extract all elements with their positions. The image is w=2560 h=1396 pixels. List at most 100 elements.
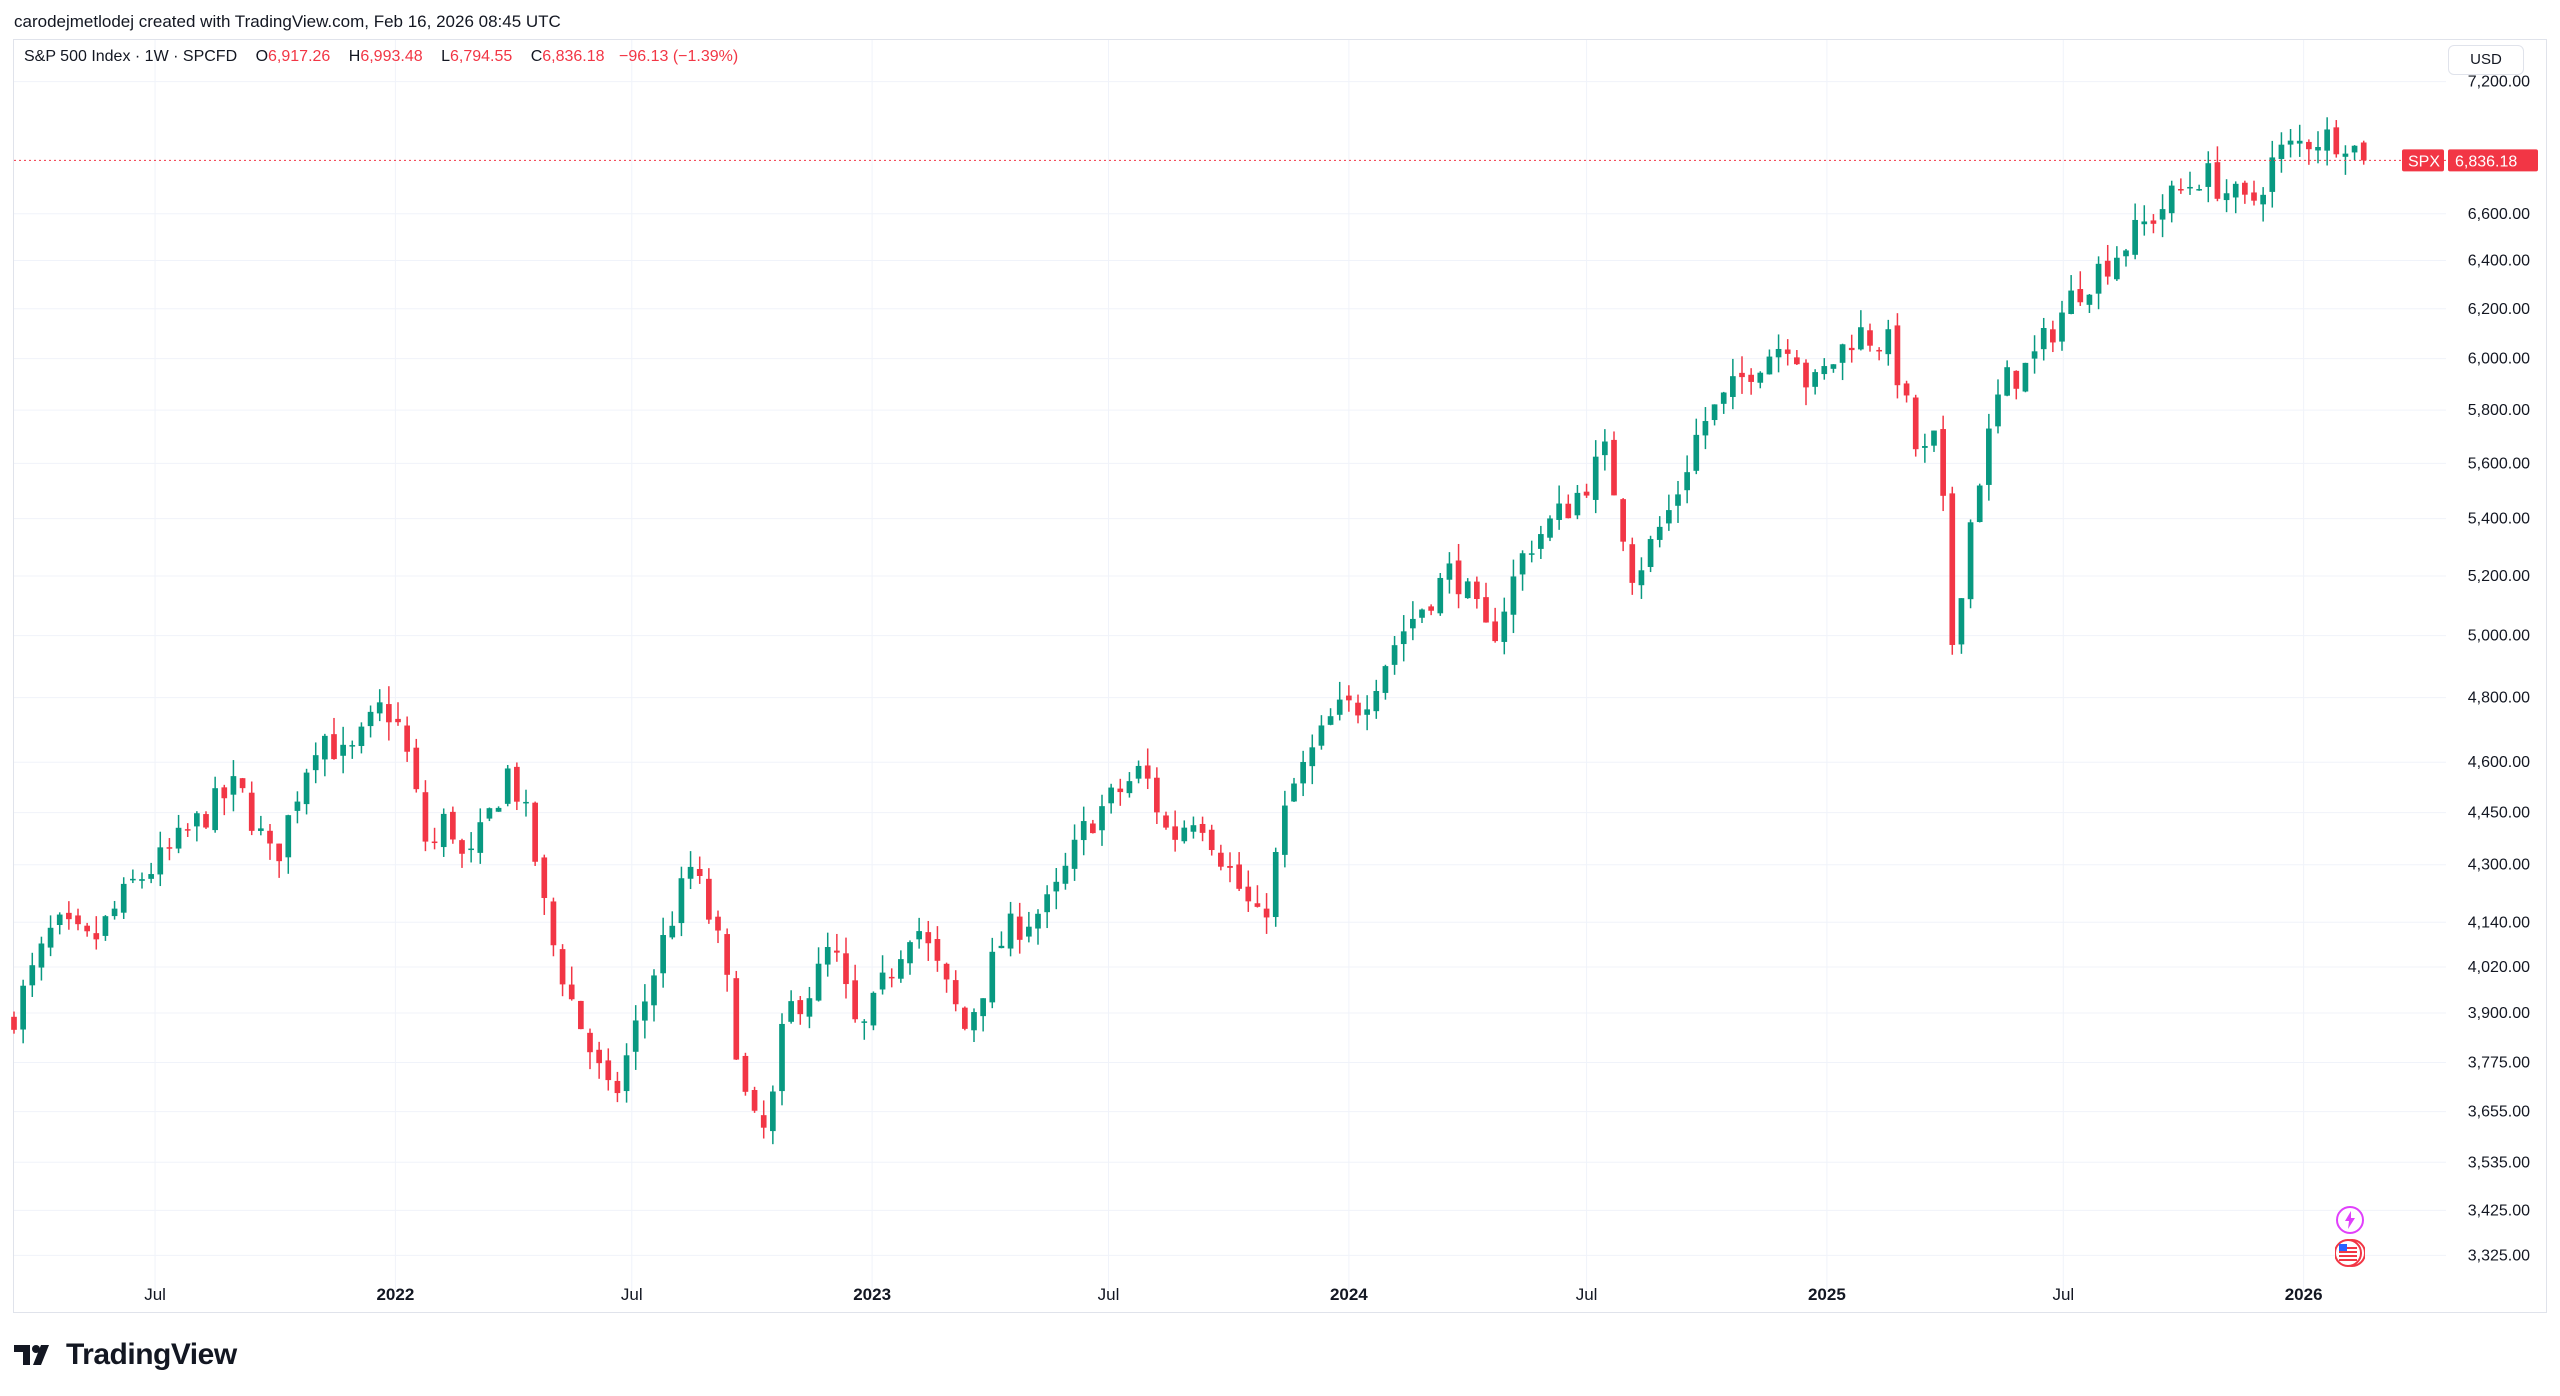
candle-body xyxy=(1556,503,1562,520)
candle-body xyxy=(459,840,465,854)
candle-body xyxy=(1592,456,1599,500)
candle-body xyxy=(1830,364,1837,369)
candle xyxy=(660,917,666,988)
candle-body xyxy=(285,815,292,858)
candle-body xyxy=(1931,430,1937,446)
candle xyxy=(1419,608,1425,623)
candle-body xyxy=(934,939,941,961)
candle xyxy=(779,1013,785,1106)
symbol-description[interactable]: S&P 500 Index · 1W · SPCFD xyxy=(24,48,238,65)
candle-body xyxy=(1144,765,1151,779)
candle xyxy=(1373,679,1380,719)
currency-button[interactable]: USD xyxy=(2448,45,2524,75)
candle-body xyxy=(1135,765,1142,779)
candle-body xyxy=(1044,894,1050,913)
candle-body xyxy=(724,934,730,975)
candle xyxy=(1711,404,1718,426)
candle-body xyxy=(952,980,959,1005)
time-axis-label: 2025 xyxy=(1808,1285,1846,1304)
candle-body xyxy=(1474,581,1480,600)
candle-body xyxy=(1501,611,1508,642)
candle-body xyxy=(1702,421,1709,436)
candle xyxy=(1538,525,1544,559)
tradingview-logo-icon xyxy=(14,1345,49,1365)
candle-body xyxy=(2351,145,2358,153)
candle xyxy=(888,968,895,988)
candle-body xyxy=(1080,821,1087,841)
candle xyxy=(596,1041,602,1079)
candle-body xyxy=(102,916,109,936)
candle-body xyxy=(2242,182,2248,195)
candle xyxy=(1757,371,1764,389)
candle-body xyxy=(2114,257,2120,280)
candle-body xyxy=(962,1007,968,1029)
candle-body xyxy=(797,1000,804,1015)
candle-body xyxy=(2324,129,2330,151)
candle xyxy=(1830,364,1837,373)
candle-body xyxy=(1876,349,1882,352)
time-axis-label: Jul xyxy=(2052,1285,2074,1304)
candle-body xyxy=(2031,351,2038,359)
candle-body xyxy=(1272,852,1279,918)
candle xyxy=(1848,334,1855,363)
candle xyxy=(1775,334,1782,373)
candle xyxy=(1501,597,1508,655)
candle xyxy=(230,760,237,812)
candle xyxy=(1794,350,1800,366)
candle-body xyxy=(678,878,685,924)
candle-body xyxy=(596,1049,602,1064)
candle-body xyxy=(2022,362,2029,392)
candle xyxy=(2324,117,2330,166)
candle xyxy=(806,986,813,1029)
candle xyxy=(1483,582,1489,623)
candle-body xyxy=(1602,441,1608,456)
candle-body xyxy=(1638,570,1645,586)
candle-body xyxy=(559,949,566,985)
candle xyxy=(1300,750,1306,797)
candle xyxy=(1894,313,1901,399)
candle xyxy=(1784,339,1791,366)
candle xyxy=(852,964,858,1023)
candle xyxy=(514,762,520,811)
candle xyxy=(203,811,209,829)
candle-body xyxy=(66,912,72,920)
tradingview-branding[interactable]: TradingView xyxy=(14,1338,237,1372)
candle-body xyxy=(166,847,173,849)
candle-body xyxy=(715,916,721,931)
candle xyxy=(1254,885,1261,908)
candle-body xyxy=(376,702,383,714)
candle-body xyxy=(1026,926,1032,937)
candle xyxy=(1071,824,1078,881)
candle-body xyxy=(184,829,191,831)
candle-body xyxy=(514,766,520,802)
candle xyxy=(2223,179,2230,213)
candle-body xyxy=(1483,597,1489,623)
candle-body xyxy=(349,745,356,747)
us-flag-event-icon[interactable] xyxy=(2334,1238,2366,1268)
candle-body xyxy=(450,811,456,840)
candle xyxy=(2159,194,2166,238)
candle xyxy=(75,908,81,931)
candle xyxy=(1638,557,1645,599)
candle xyxy=(1062,852,1069,890)
candle xyxy=(2150,214,2157,234)
low-value: 6,794.55 xyxy=(449,48,513,65)
candle xyxy=(367,705,374,738)
candle-body xyxy=(2013,370,2020,389)
candle xyxy=(93,916,100,950)
lightning-event-icon[interactable] xyxy=(2335,1205,2365,1235)
candle-body xyxy=(2040,328,2047,350)
change-value: −96.13 (−1.39%) xyxy=(619,48,739,65)
candle xyxy=(898,950,904,983)
candle xyxy=(1967,519,1974,609)
candle xyxy=(1922,433,1928,463)
candle xyxy=(1766,349,1773,375)
candle xyxy=(1190,816,1197,839)
symbol-legend[interactable]: S&P 500 Index · 1W · SPCFD O6,917.26 H6,… xyxy=(24,48,738,66)
price-axis-label: 3,425.00 xyxy=(2468,1202,2530,1219)
candle-body xyxy=(395,718,401,723)
chart-attribution: carodejmetlodej created with TradingView… xyxy=(14,12,561,31)
candle-body xyxy=(1848,347,1855,351)
candle xyxy=(331,717,337,760)
